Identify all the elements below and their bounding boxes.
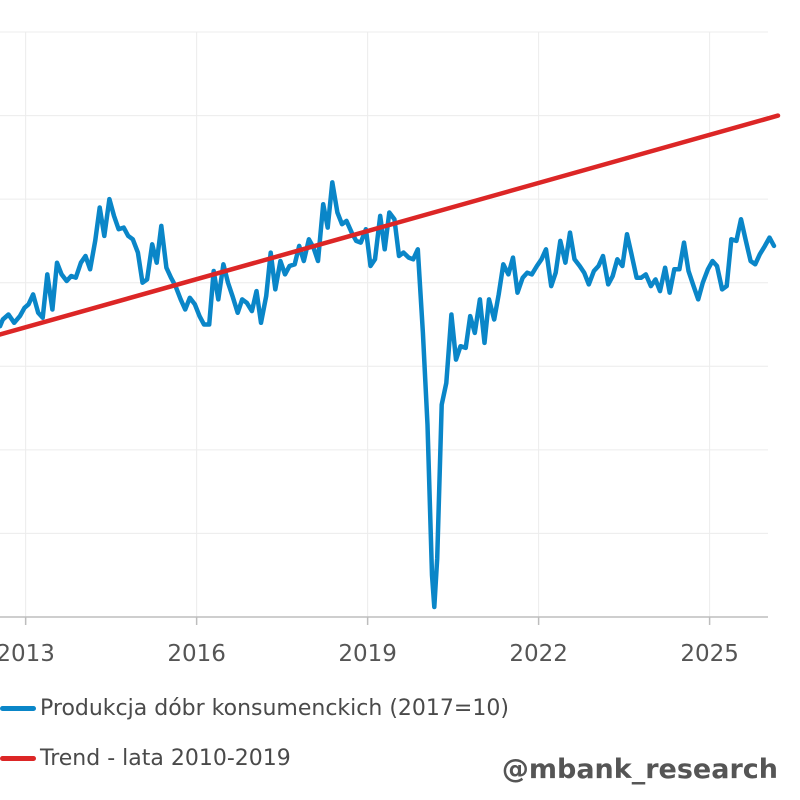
series-line-production — [0, 180, 777, 610]
legend-label-trend: Trend - lata 2010-2019 — [40, 746, 291, 771]
watermark-handle: @mbank_research — [501, 754, 778, 785]
x-axis-ticks: 2013 2016 2019 2022 2025 — [0, 617, 739, 667]
series-line-trend — [0, 113, 781, 337]
legend-item-trend: Trend - lata 2010-2019 — [0, 746, 291, 771]
x-tick-label: 2025 — [680, 641, 739, 667]
x-tick-label: 2013 — [0, 641, 55, 667]
series-lines — [0, 113, 781, 610]
legend-item-production: Produkcja dóbr konsumenckich (2017=10) — [0, 696, 509, 721]
legend-swatch-trend — [0, 756, 36, 761]
legend-swatch-production — [0, 706, 36, 711]
legend-label-production: Produkcja dóbr konsumenckich (2017=10) — [40, 696, 509, 721]
gridlines — [0, 31, 768, 617]
x-tick-label: 2022 — [509, 641, 568, 667]
x-tick-label: 2019 — [338, 641, 397, 667]
x-tick-label: 2016 — [167, 641, 226, 667]
